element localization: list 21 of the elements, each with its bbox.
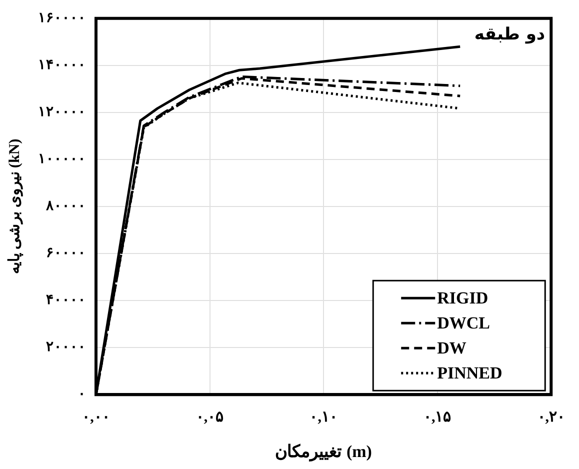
- y-tick-label: ۲۰۰۰۰: [46, 340, 86, 356]
- x-tick-label: ۰,۲۰: [537, 409, 565, 426]
- y-tick-label: ۱۶۰۰۰۰: [38, 11, 86, 26]
- y-tick-label: ۶۰۰۰۰: [46, 246, 86, 262]
- y-axis-title: نیروی برشی پایه (kN): [6, 138, 24, 274]
- x-tick-label: ۰,۰۵: [196, 409, 224, 426]
- y-tick-label: ۱۴۰۰۰۰: [38, 58, 86, 74]
- x-tick-label: ۰,۱۰: [310, 409, 338, 426]
- legend-label: DWCL: [437, 313, 490, 332]
- legend-label: DW: [437, 338, 466, 358]
- x-tick-label: ۰,۱۵: [423, 409, 452, 426]
- y-tick-label: ۱۲۰۰۰۰: [38, 105, 86, 120]
- y-tick-label: ۴۰۰۰۰: [46, 293, 86, 308]
- y-tick-label: ۸۰۰۰۰: [45, 199, 86, 214]
- legend-label: RIGID: [437, 288, 488, 308]
- x-axis-title: تغییرمکان (m): [275, 442, 372, 462]
- legend-label: PINNED: [437, 363, 502, 382]
- y-tick-label: ۱۰۰۰۰۰: [38, 152, 86, 168]
- annotation: دو طبقه: [474, 24, 546, 44]
- y-tick-label: ۰: [78, 387, 86, 402]
- x-tick-label: ۰,۰۰: [82, 409, 110, 426]
